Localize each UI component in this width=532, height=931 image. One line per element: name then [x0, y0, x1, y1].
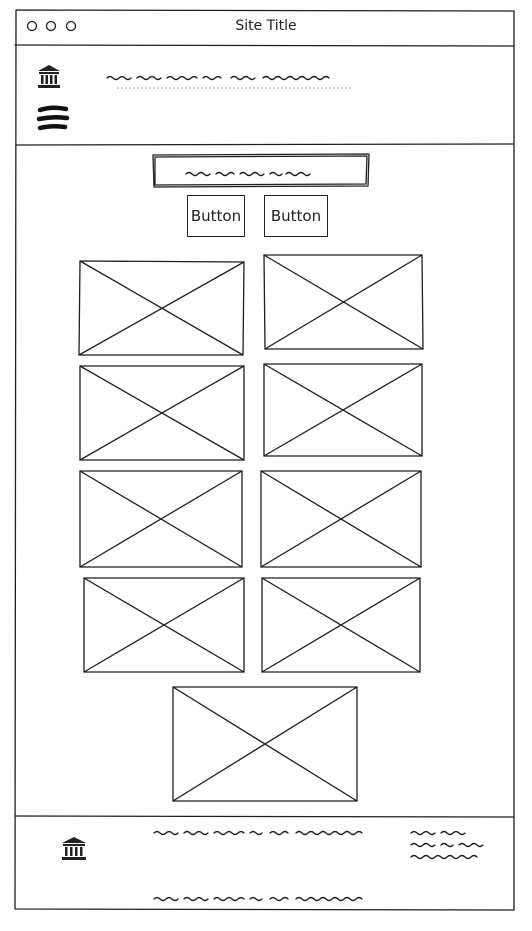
footer-links-squiggle: [409, 827, 499, 863]
image-placeholder: [82, 576, 246, 674]
site-title: Site Title: [0, 18, 532, 34]
bank-icon[interactable]: [60, 835, 88, 861]
image-placeholder: [259, 469, 423, 569]
button-2[interactable]: Button: [264, 195, 328, 237]
image-placeholder: [260, 576, 422, 674]
image-placeholder: [262, 362, 424, 458]
image-placeholder: [262, 253, 424, 351]
image-placeholder: [78, 364, 246, 462]
hamburger-menu-icon[interactable]: [37, 106, 71, 134]
image-placeholder: [78, 259, 246, 357]
button-1[interactable]: Button: [187, 195, 245, 237]
header-text-squiggle: [105, 72, 365, 92]
footer-bottom-squiggle: [152, 893, 392, 905]
image-placeholder: [171, 685, 359, 803]
footer-text-squiggle: [152, 827, 392, 839]
search-input[interactable]: [152, 153, 372, 189]
image-placeholder: [78, 469, 244, 569]
bank-icon[interactable]: [36, 63, 62, 89]
